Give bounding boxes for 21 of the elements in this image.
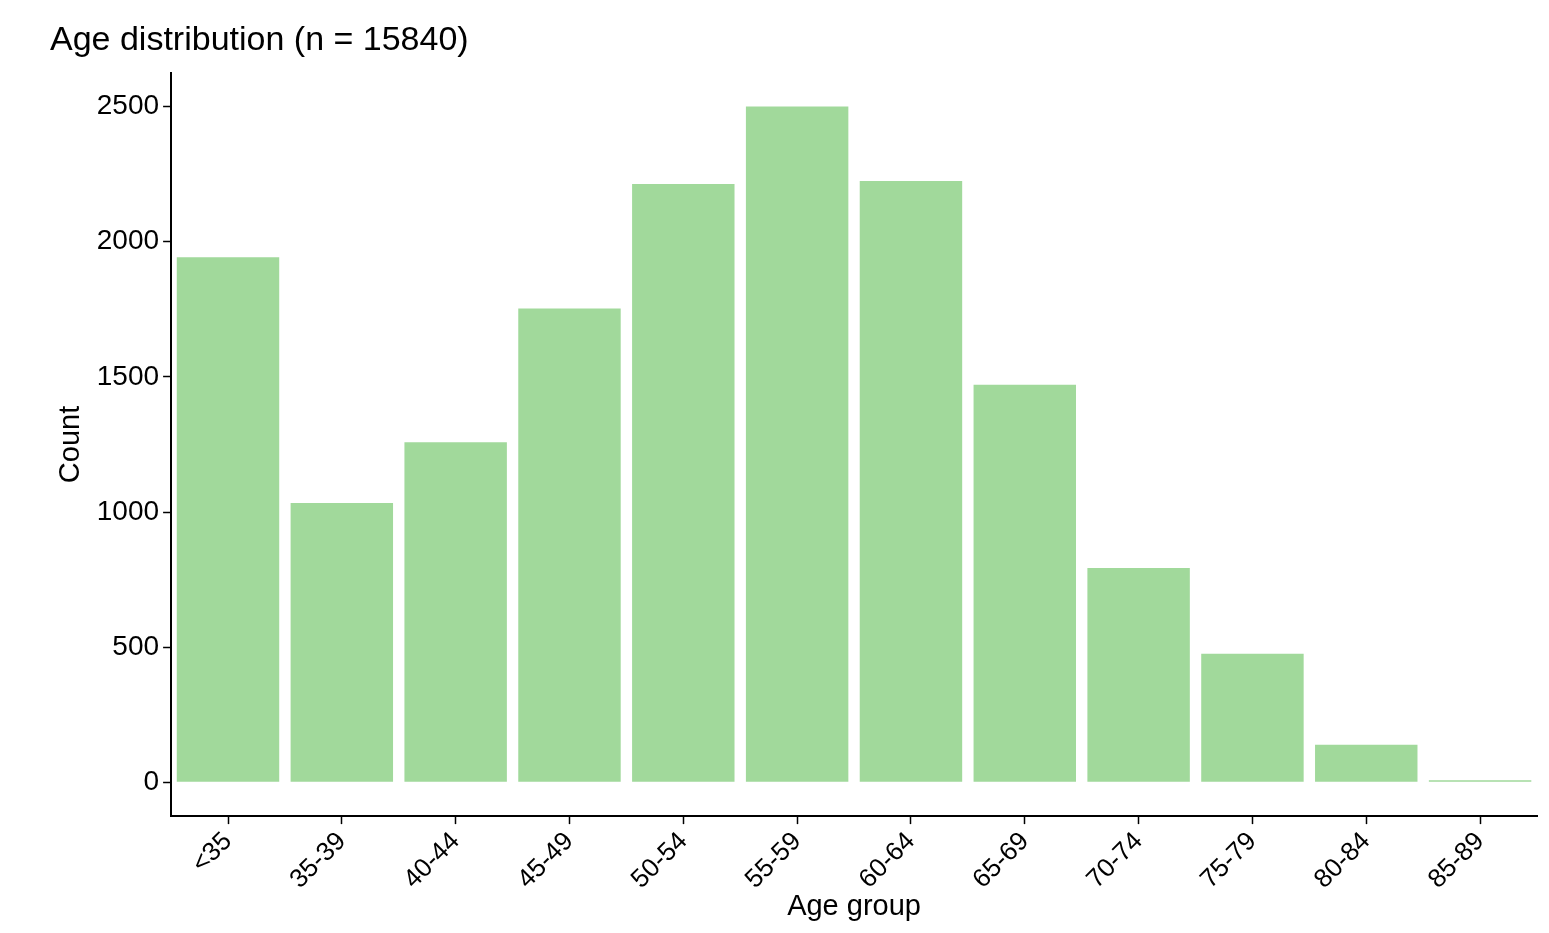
bar (404, 442, 507, 782)
x-tick-label: <35 (184, 825, 238, 878)
bar (745, 106, 849, 782)
y-tick-label: 1500 (96, 359, 160, 391)
y-tick-label: 2000 (96, 224, 160, 256)
x-axis-title: Age group (787, 888, 921, 921)
bar (973, 384, 1077, 782)
y-tick-label: 500 (112, 629, 160, 661)
bar (1201, 653, 1304, 782)
y-tick-label: 0 (143, 765, 160, 797)
bar (518, 308, 621, 782)
bar (632, 183, 735, 782)
y-axis-title: Count (53, 405, 86, 484)
y-tick-label: 2500 (96, 89, 160, 121)
bar (859, 180, 963, 782)
bar (1087, 567, 1190, 782)
bar (176, 257, 280, 782)
y-tick-label: 1000 (96, 494, 160, 526)
bar (1315, 744, 1418, 782)
bar (290, 503, 394, 782)
chart-title: Age distribution (n = 15840) (50, 18, 469, 57)
